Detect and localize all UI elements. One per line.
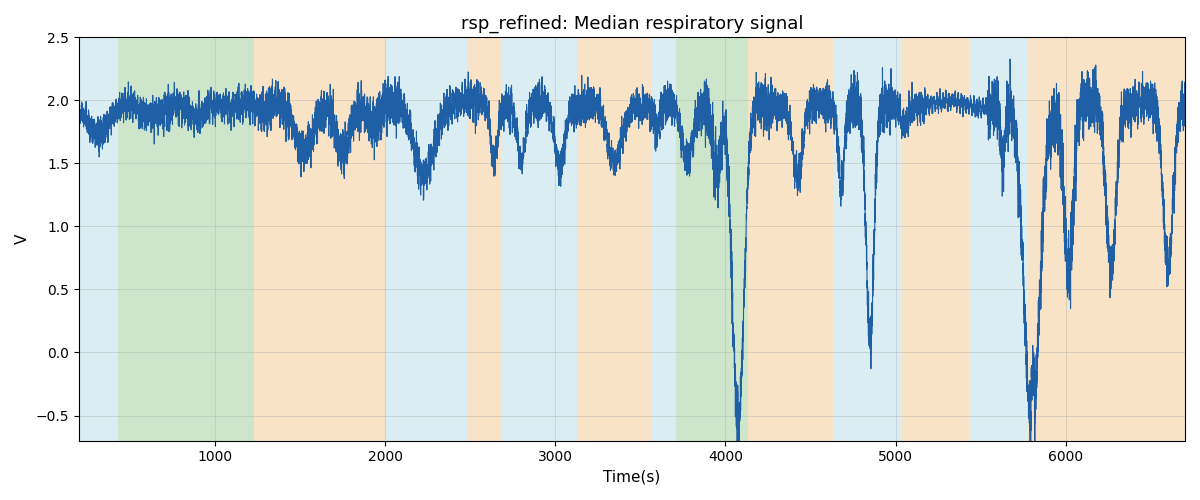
Bar (650, 38, 676, 440)
Bar (467, 38, 500, 440)
Bar (118, 38, 254, 440)
Bar (577, 38, 650, 440)
Y-axis label: V: V (14, 234, 30, 244)
Bar (1028, 38, 1186, 440)
Bar (79, 38, 118, 440)
Bar (748, 38, 833, 440)
Bar (254, 38, 385, 440)
Bar (676, 38, 748, 440)
Bar (833, 38, 901, 440)
Bar (968, 38, 1028, 440)
X-axis label: Time(s): Time(s) (604, 470, 660, 485)
Bar (385, 38, 467, 440)
Title: rsp_refined: Median respiratory signal: rsp_refined: Median respiratory signal (461, 15, 803, 34)
Bar (500, 38, 577, 440)
Bar (901, 38, 968, 440)
